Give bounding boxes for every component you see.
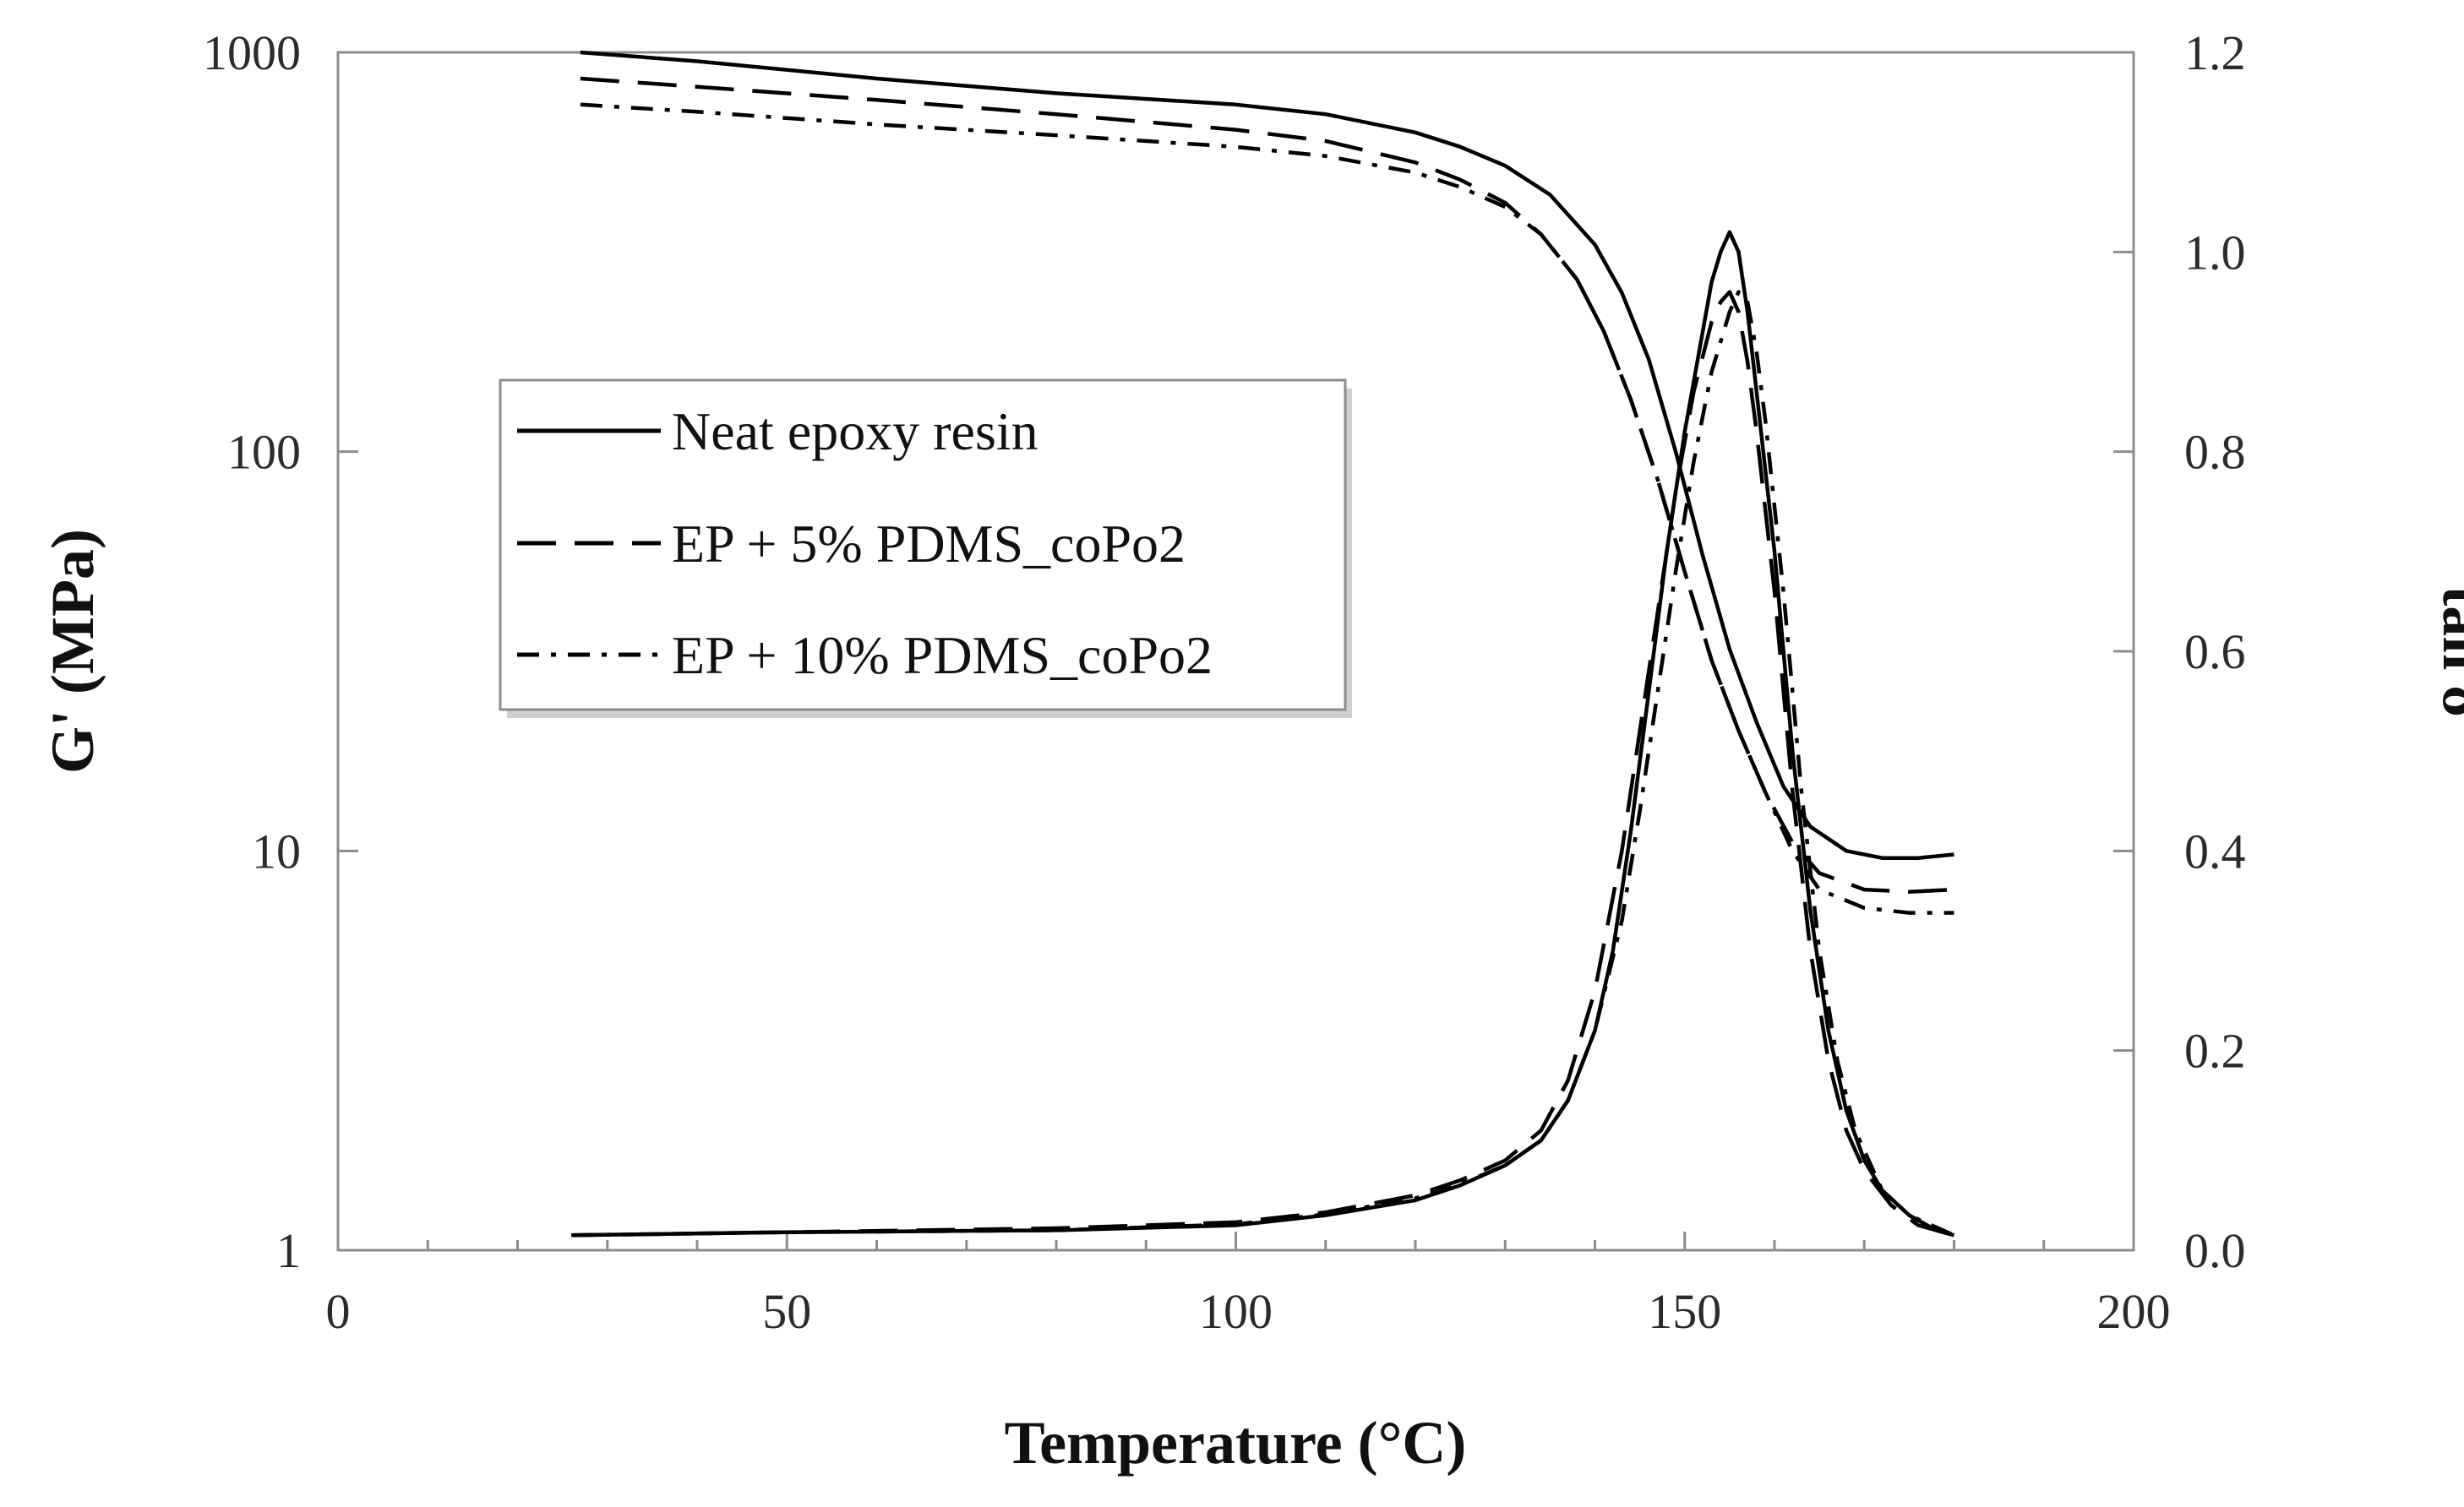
series-1-storage-modulus-line [580, 50, 1954, 860]
y-right-tick-label: 1.2 [2184, 25, 2246, 80]
x-tick-label: 0 [326, 1284, 351, 1339]
legend-label: Neat epoxy resin [672, 401, 1038, 461]
y-right-axis-ticks: 0.0 0.2 0.4 0.6 0.8 1.0 1.2 [2113, 25, 2246, 1278]
y-left-tick-label: 1000 [203, 25, 301, 80]
y-right-axis-title: tan δ [2430, 585, 2464, 716]
x-tick-label: 150 [1648, 1284, 1721, 1339]
y-right-tick-label: 0.0 [2184, 1223, 2246, 1278]
x-axis-ticks: 0 50 100 150 200 [326, 1232, 2171, 1339]
y-right-tick-label: 0.4 [2184, 824, 2246, 879]
y-left-axis-ticks: 1 10 100 1000 [203, 25, 358, 1278]
x-tick-label: 200 [2097, 1284, 2171, 1339]
legend-items: Neat epoxy resin EP + 5% PDMS_coPo2 EP + 1… [517, 401, 1213, 685]
x-axis-title: Temperature (°C) [1005, 1409, 1467, 1477]
x-tick-label: 50 [762, 1284, 811, 1339]
y-right-tick-label: 0.8 [2184, 425, 2246, 480]
x-tick-label: 100 [1199, 1284, 1273, 1339]
series-1-tan-delta-line [571, 230, 1955, 1238]
series-2-tan-delta-line [571, 290, 1955, 1238]
y-left-tick-label: 1 [276, 1223, 301, 1278]
y-right-tick-label: 0.6 [2184, 624, 2246, 679]
y-left-tick-label: 100 [227, 425, 301, 480]
series-lines [571, 50, 1955, 1238]
y-right-tick-label: 0.2 [2184, 1024, 2246, 1079]
y-left-axis-title: G' (MPa) [39, 529, 106, 774]
legend: Neat epoxy resin EP + 5% PDMS_coPo2 EP + 1… [499, 378, 1352, 718]
series-3-tan-delta-line [571, 290, 1955, 1238]
series-2-storage-modulus-line [580, 76, 1954, 894]
y-left-tick-label: 10 [252, 824, 301, 879]
y-right-tick-label: 1.0 [2184, 225, 2246, 280]
legend-label: EP + 10% PDMS_coPo2 [672, 625, 1213, 685]
legend-label: EP + 5% PDMS_coPo2 [672, 514, 1186, 574]
